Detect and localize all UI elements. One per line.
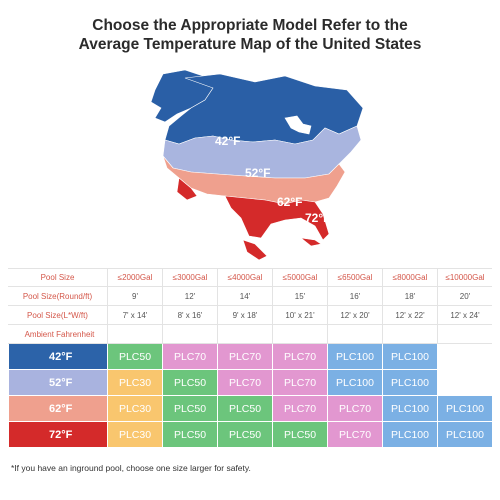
model-cell: PLC100	[382, 422, 437, 447]
model-cell: PLC100	[437, 396, 492, 421]
pool-size-row: Pool Size ≤2000Gal ≤3000Gal ≤4000Gal ≤50…	[8, 268, 492, 287]
round-size-label: Pool Size(Round/ft)	[22, 291, 93, 301]
pool-size-cell: ≤10000Gal	[437, 269, 492, 286]
zone-label-42: 42°F	[215, 134, 240, 148]
model-cell: PLC70	[272, 396, 327, 421]
zone-label-72: 72°F	[305, 211, 330, 225]
model-cell: PLC70	[327, 396, 382, 421]
ambient-empty-cell	[327, 325, 382, 343]
model-cell: PLC100	[327, 370, 382, 395]
model-cell: PLC50	[162, 422, 217, 447]
model-cell: PLC50	[217, 396, 272, 421]
zone-label-62: 62°F	[277, 195, 302, 209]
model-selection-table: Pool Size ≤2000Gal ≤3000Gal ≤4000Gal ≤50…	[8, 268, 492, 448]
rect-size-cell: 10' x 21'	[272, 306, 327, 324]
model-cell: PLC70	[162, 344, 217, 369]
rect-size-row: Pool Size(L*W/ft) 7' x 14' 8' x 16' 9' x…	[8, 306, 492, 325]
great-lakes	[284, 115, 312, 135]
temp-row-52: 52°F PLC30 PLC50 PLC70 PLC70 PLC100 PLC1…	[8, 370, 492, 396]
model-cell: PLC50	[162, 396, 217, 421]
rect-size-cell: 7' x 14'	[107, 306, 162, 324]
model-cell: PLC70	[272, 344, 327, 369]
temp-label: 62°F	[8, 396, 107, 421]
temp-row-42: 42°F PLC50 PLC70 PLC70 PLC70 PLC100 PLC1…	[8, 344, 492, 370]
model-cell: PLC100	[382, 396, 437, 421]
model-cell: PLC100	[382, 370, 437, 395]
ambient-empty-cell	[217, 325, 272, 343]
model-cell: PLC30	[107, 422, 162, 447]
model-cell: PLC30	[107, 396, 162, 421]
pool-size-cell: ≤6500Gal	[327, 269, 382, 286]
model-cell	[437, 370, 492, 395]
ambient-empty-cell	[437, 325, 492, 343]
model-cell: PLC50	[107, 344, 162, 369]
temperature-map-svg: 42°F 52°F 62°F 72°F	[150, 69, 364, 261]
page-title: Choose the Appropriate Model Refer to th…	[0, 16, 500, 54]
model-cell: PLC50	[217, 422, 272, 447]
round-size-cell: 16'	[327, 287, 382, 305]
pool-size-cell: ≤2000Gal	[107, 269, 162, 286]
footnote: *If you have an inground pool, choose on…	[11, 463, 251, 473]
model-cell	[437, 344, 492, 369]
caribbean-fragment-72	[299, 237, 322, 247]
temp-label: 42°F	[8, 344, 107, 369]
model-cell: PLC30	[107, 370, 162, 395]
southwest-zone-72	[176, 177, 198, 201]
model-cell: PLC70	[217, 344, 272, 369]
rect-size-label: Pool Size(L*W/ft)	[27, 310, 88, 320]
south-fragment-72	[242, 239, 268, 261]
model-cell: PLC100	[382, 344, 437, 369]
pool-size-cell: ≤3000Gal	[162, 269, 217, 286]
round-size-cell: 12'	[162, 287, 217, 305]
temp-label: 52°F	[8, 370, 107, 395]
title-line-2: Average Temperature Map of the United St…	[78, 36, 422, 53]
ambient-empty-cell	[107, 325, 162, 343]
round-size-cell: 18'	[382, 287, 437, 305]
model-cell: PLC100	[327, 344, 382, 369]
ambient-row: Ambient Fahrenheit	[8, 325, 492, 344]
model-cell: PLC50	[272, 422, 327, 447]
temp-row-62: 62°F PLC30 PLC50 PLC50 PLC70 PLC70 PLC10…	[8, 396, 492, 422]
temp-row-72: 72°F PLC30 PLC50 PLC50 PLC50 PLC70 PLC10…	[8, 422, 492, 448]
pool-size-cell: ≤5000Gal	[272, 269, 327, 286]
model-cell: PLC70	[327, 422, 382, 447]
pool-size-label: Pool Size	[40, 273, 75, 282]
round-size-cell: 14'	[217, 287, 272, 305]
temp-label: 72°F	[8, 422, 107, 447]
round-size-cell: 20'	[437, 287, 492, 305]
ambient-empty-cell	[382, 325, 437, 343]
ambient-empty-cell	[272, 325, 327, 343]
rect-size-cell: 8' x 16'	[162, 306, 217, 324]
model-cell: PLC100	[437, 422, 492, 447]
model-cell: PLC70	[217, 370, 272, 395]
south-zone-62	[162, 155, 346, 205]
rect-size-cell: 12' x 24'	[437, 306, 492, 324]
ambient-empty-cell	[162, 325, 217, 343]
model-cell: PLC70	[272, 370, 327, 395]
ambient-label: Ambient Fahrenheit	[24, 329, 95, 339]
rect-size-cell: 12' x 20'	[327, 306, 382, 324]
rect-size-cell: 9' x 18'	[217, 306, 272, 324]
pool-size-cell: ≤8000Gal	[382, 269, 437, 286]
gulf-zone-72	[224, 195, 330, 241]
round-size-row: Pool Size(Round/ft) 9' 12' 14' 15' 16' 1…	[8, 287, 492, 306]
pool-size-cell: ≤4000Gal	[217, 269, 272, 286]
round-size-cell: 15'	[272, 287, 327, 305]
temperature-map: 42°F 52°F 62°F 72°F	[125, 68, 370, 266]
zone-label-52: 52°F	[245, 166, 270, 180]
model-cell: PLC50	[162, 370, 217, 395]
round-size-cell: 9'	[107, 287, 162, 305]
rect-size-cell: 12' x 22'	[382, 306, 437, 324]
title-line-1: Choose the Appropriate Model Refer to th…	[92, 17, 408, 34]
